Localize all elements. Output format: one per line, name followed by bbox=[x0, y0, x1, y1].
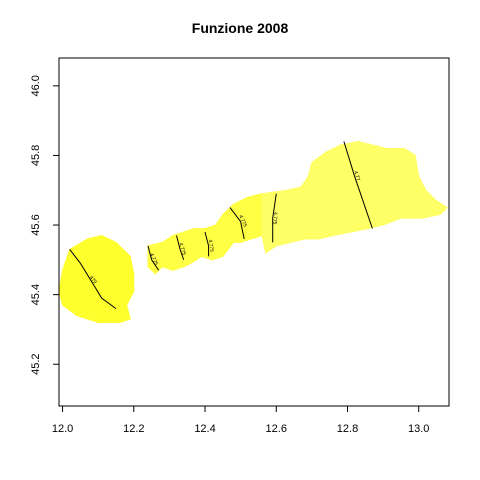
region-east bbox=[262, 142, 447, 253]
y-tick-label: 45.6 bbox=[30, 214, 42, 235]
x-tick-label: 12.0 bbox=[52, 423, 73, 435]
x-tick-label: 12.8 bbox=[337, 423, 358, 435]
y-tick-label: 45.4 bbox=[30, 284, 42, 305]
x-tick-label: 13.0 bbox=[408, 423, 429, 435]
contour-label-5: 4.775 bbox=[271, 212, 278, 225]
y-axis: 45.2 45.4 45.6 45.8 46.0 bbox=[30, 75, 59, 375]
water-hole-1 bbox=[169, 281, 183, 286]
x-tick-label: 12.6 bbox=[266, 423, 287, 435]
x-tick-label: 12.2 bbox=[123, 423, 144, 435]
water-hole-0 bbox=[219, 256, 265, 273]
y-tick-label: 45.8 bbox=[30, 145, 42, 166]
y-tick-label: 45.2 bbox=[30, 353, 42, 374]
filled-regions bbox=[59, 142, 447, 323]
y-tick-label: 46.0 bbox=[30, 75, 42, 96]
x-tick-label: 12.4 bbox=[194, 423, 215, 435]
x-axis: 12.0 12.2 12.4 12.6 12.8 13.0 bbox=[52, 406, 430, 435]
